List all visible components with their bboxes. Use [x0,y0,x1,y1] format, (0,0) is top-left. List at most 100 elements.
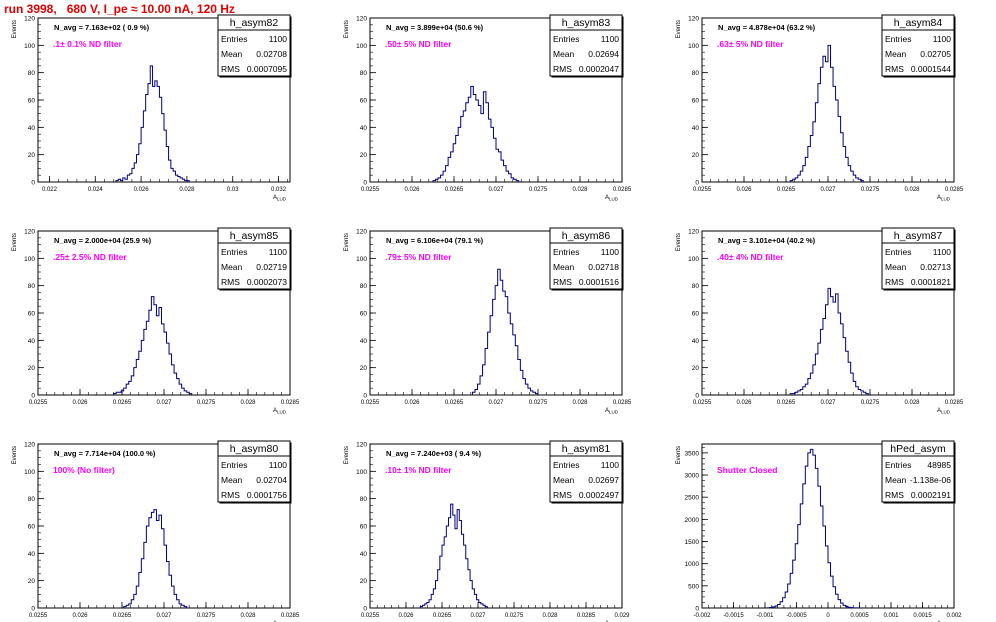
y-tick-label: 0 [31,393,35,400]
x-axis-title-subscript: LUD [609,410,619,415]
stats-entries-label: Entries [221,247,247,257]
stats-box-frame [549,440,623,503]
stats-entries-value: 1100 [269,247,288,257]
x-tick-label: 0.026 [72,400,88,406]
y-tick-label: 40 [360,551,368,558]
y-tick-label: 20 [28,578,36,585]
x-tick-label: 0.0285 [281,613,300,619]
y-axis-title: Events [344,446,350,464]
stats-entries-value: 1100 [601,460,620,470]
y-tick-label: 120 [356,442,367,449]
y-tick-label: 40 [692,338,700,345]
y-tick-label: 100 [24,256,35,263]
histogram-name: h_asym87 [894,230,943,242]
histogram-name: h_asym84 [894,17,943,29]
y-axis-title: Events [676,20,682,38]
x-tick-label: 0.0265 [445,187,464,193]
stats-entries-value: 1100 [933,247,952,257]
x-tick-label: 0.0275 [197,400,216,406]
x-tick-label: 0.0265 [777,400,796,406]
y-tick-label: 100 [688,256,699,263]
filter-annotation: .1± 0.1% ND filter [53,39,123,49]
x-tick-label: 0.0275 [505,613,524,619]
stats-rms-label: RMS [221,64,240,74]
x-tick-label: 0.0285 [945,187,964,193]
y-tick-label: 100 [356,469,367,476]
y-tick-label: 100 [24,469,35,476]
y-tick-label: 0 [31,180,35,187]
y-axis-title: Events [12,446,18,464]
x-tick-label: 0.027 [820,187,836,193]
x-tick-label: 0.028 [240,400,256,406]
histogram-name: h_asym80 [230,443,279,455]
y-tick-label: 1000 [685,561,700,568]
stats-entries-label: Entries [221,34,247,44]
x-axis-title: ALUD [273,195,287,202]
stats-box: h_asym81 Entries 1100 Mean 0.02697 RMS 0.00024… [549,440,624,504]
x-tick-label: 0.029 [614,613,630,619]
stats-rms-value: 0.0001756 [247,490,287,500]
stats-entries-value: 1100 [269,460,288,470]
y-axis-title: Events [676,446,682,464]
filter-annotation: .79± 5% ND filter [385,252,452,262]
stats-box-frame [549,227,623,290]
y-tick-label: 120 [356,16,367,23]
navg-annotation: N_avg = 7.163e+02 ( 0.9 %) [54,23,150,32]
x-tick-label: 0.03 [227,187,239,193]
x-tick-label: 0 [826,613,830,619]
navg-annotation: N_avg = 6.106e+04 (79.1 %) [386,236,484,245]
stats-box: h_asym80 Entries 1100 Mean 0.02704 RMS 0.00017… [217,440,292,504]
histogram-panel-h_asym80: 0 20 40 60 80 100 120 0.0255 0.026 0.0265 0.027 0.0… [12,440,300,622]
x-axis-title: ALUD [273,408,287,415]
x-tick-label: 0.022 [42,187,58,193]
stats-entries-value: 48985 [927,460,951,470]
x-tick-label: 0.0285 [945,400,964,406]
stats-entries-value: 1100 [601,34,620,44]
x-tick-label: 0.0005 [850,613,869,619]
y-tick-label: 2500 [685,495,700,502]
stats-rms-value: 0.0001544 [911,64,951,74]
y-tick-label: 40 [692,125,700,132]
x-tick-label: 0.0255 [361,400,380,406]
stats-mean-value: 0.02713 [920,262,951,272]
x-axis-title: ALUD [937,408,951,415]
y-tick-label: 20 [360,365,368,372]
y-axis-title: Events [12,233,18,251]
x-tick-label: 0.0015 [913,613,932,619]
y-tick-label: 60 [28,524,36,531]
y-tick-label: 120 [24,442,35,449]
stats-entries-label: Entries [553,247,579,257]
stats-box-frame [217,227,291,290]
stats-mean-label: Mean [553,262,575,272]
x-axis-title-subscript: LUD [277,410,287,415]
x-tick-label: 0.0285 [577,613,596,619]
y-tick-label: 40 [28,338,36,345]
histogram-line [789,287,869,395]
x-tick-label: 0.028 [904,187,920,193]
stats-rms-value: 0.0001516 [579,277,619,287]
y-tick-label: 500 [688,583,699,590]
stats-box: h_asym86 Entries 1100 Mean 0.02718 RMS 0.00015… [549,227,624,291]
y-tick-label: 20 [692,365,700,372]
histogram-panel-h_asym86: 0 20 40 60 80 100 120 0.0255 0.026 0.0265 0.027 0.0… [344,227,632,415]
x-tick-label: 0.0285 [613,187,632,193]
navg-annotation: N_avg = 3.899e+04 (50.6 %) [386,23,484,32]
navg-annotation: N_avg = 7.714e+04 (100.0 %) [54,449,156,458]
x-axis-title-subscript: LUD [609,197,619,202]
histogram-line [471,268,539,395]
x-tick-label: 0.0255 [361,187,380,193]
x-tick-label: 0.026 [736,187,752,193]
y-tick-label: 60 [360,524,368,531]
filter-annotation: .40± 4% ND filter [717,252,784,262]
histogram-name: h_asym81 [562,443,611,455]
x-tick-label: 0.027 [820,400,836,406]
stats-box: hPed_asym Entries 48985 Mean -1.138e-06 RMS 0.… [881,440,956,504]
filter-annotation: .50± 5% ND filter [385,39,452,49]
x-tick-label: 0.0285 [281,400,300,406]
x-tick-label: -0.002 [693,613,711,619]
x-axis-title-subscript: LUD [941,410,951,415]
stats-mean-label: Mean [885,49,907,59]
y-tick-label: 0 [31,606,35,613]
histogram-name: h_asym85 [230,230,279,242]
stats-mean-label: Mean [221,49,243,59]
